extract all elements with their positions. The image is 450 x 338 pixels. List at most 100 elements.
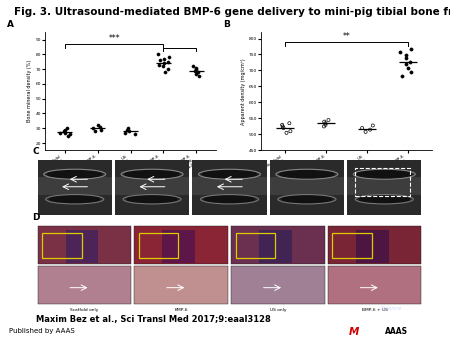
Point: [67, 131, 74, 137]
Point: [322, 122, 329, 127]
Point: [165, 66, 172, 72]
Point: [193, 71, 200, 76]
Point: [195, 69, 202, 75]
Circle shape: [125, 170, 179, 178]
Point: [56, 130, 63, 136]
Bar: [342, 327, 441, 336]
Bar: [236, 233, 275, 258]
Text: ***: ***: [108, 34, 120, 43]
Point: [91, 128, 99, 134]
Point: [161, 69, 168, 75]
Point: [403, 62, 410, 67]
Point: [132, 131, 139, 137]
Point: [322, 121, 329, 126]
Point: [404, 65, 411, 71]
Circle shape: [359, 195, 410, 203]
Text: Maxim Bez et al., Sci Transl Med 2017;9:eaal3128: Maxim Bez et al., Sci Transl Med 2017;9:…: [36, 315, 271, 324]
Point: [286, 121, 293, 126]
Bar: [37, 225, 131, 265]
Bar: [328, 266, 422, 304]
Point: [61, 130, 68, 136]
Text: Scaffold only: Scaffold only: [70, 308, 99, 312]
Text: A: A: [7, 20, 14, 29]
Bar: [134, 225, 228, 265]
Point: [359, 125, 366, 131]
Point: [123, 127, 130, 132]
Text: M: M: [349, 327, 359, 337]
Point: [62, 127, 69, 132]
Y-axis label: Apparent density (mg/cm³): Apparent density (mg/cm³): [241, 58, 246, 125]
Point: [396, 49, 404, 55]
Bar: [37, 160, 112, 215]
Bar: [115, 177, 189, 195]
Point: [98, 127, 105, 132]
Point: [165, 54, 172, 60]
Bar: [347, 160, 422, 215]
Circle shape: [50, 195, 100, 203]
Point: [193, 65, 200, 70]
Point: [280, 125, 287, 131]
Point: [408, 69, 415, 75]
Point: [406, 59, 413, 64]
Circle shape: [357, 170, 411, 178]
Bar: [42, 233, 81, 258]
Bar: [231, 266, 325, 304]
Point: [279, 122, 286, 127]
Y-axis label: Bone mineral density (%): Bone mineral density (%): [27, 60, 32, 122]
Bar: [66, 230, 99, 263]
Circle shape: [202, 170, 256, 178]
Point: [403, 56, 410, 61]
Point: [369, 123, 376, 128]
Text: D: D: [32, 213, 40, 222]
Point: [154, 52, 162, 57]
Text: BMP-6 + US: BMP-6 + US: [362, 308, 387, 312]
Point: [287, 128, 294, 134]
Point: [366, 127, 373, 132]
Point: [191, 68, 198, 73]
Point: [283, 130, 290, 136]
Bar: [134, 266, 228, 304]
Bar: [139, 233, 178, 258]
Bar: [347, 177, 422, 195]
Circle shape: [280, 170, 334, 178]
Point: [165, 59, 172, 64]
Text: **: **: [342, 32, 351, 41]
Point: [89, 125, 96, 131]
Bar: [333, 233, 372, 258]
Bar: [37, 266, 131, 304]
Circle shape: [204, 195, 255, 203]
Bar: [328, 225, 422, 265]
Text: BMP-6: BMP-6: [174, 308, 188, 312]
Text: Published by AAAS: Published by AAAS: [9, 328, 75, 334]
Point: [155, 62, 162, 67]
Text: Medicine: Medicine: [374, 322, 410, 328]
Circle shape: [282, 195, 332, 203]
Point: [325, 117, 332, 123]
Text: B: B: [223, 20, 230, 29]
Bar: [162, 230, 195, 263]
Point: [192, 66, 199, 72]
Bar: [192, 177, 267, 195]
Text: Science: Science: [381, 307, 402, 311]
Point: [189, 64, 196, 69]
Point: [122, 130, 129, 136]
Text: US only: US only: [270, 308, 286, 312]
Circle shape: [48, 170, 102, 178]
Point: [160, 61, 167, 66]
Bar: [259, 230, 292, 263]
Point: [60, 128, 68, 134]
Text: Fig. 3. Ultrasound-mediated BMP-6 gene delivery to mini-pig tibial bone fracture: Fig. 3. Ultrasound-mediated BMP-6 gene d…: [14, 7, 450, 18]
Point: [94, 123, 101, 128]
Point: [196, 74, 203, 79]
Bar: [356, 230, 389, 263]
Point: [403, 52, 410, 58]
Bar: [231, 225, 325, 265]
Point: [126, 128, 133, 134]
Circle shape: [127, 195, 177, 203]
Point: [96, 124, 104, 129]
Bar: [115, 160, 189, 215]
Bar: [355, 168, 410, 196]
Point: [362, 129, 369, 135]
Point: [160, 56, 167, 62]
Point: [64, 125, 71, 131]
